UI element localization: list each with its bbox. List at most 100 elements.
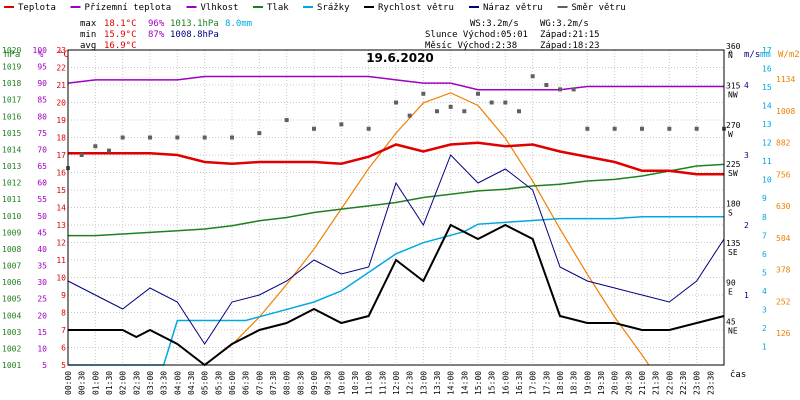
hpa-tick-label: 1003 — [2, 328, 21, 337]
temp-tick-label: 14 — [56, 204, 66, 213]
temp-tick-label: 17 — [56, 151, 66, 160]
mm-tick-label: 16 — [762, 65, 772, 74]
temp-tick-label: 21 — [56, 81, 66, 90]
time-tick-label: 18:30 — [570, 371, 579, 395]
pct-tick-label: 85 — [37, 96, 47, 105]
stat-min-hum: 87% — [148, 30, 165, 40]
mm-tick-label: 3 — [762, 305, 767, 314]
pct-tick-label: 25 — [37, 295, 47, 304]
pct-tick-label: 75 — [37, 129, 47, 138]
wind-dir-point — [339, 122, 344, 127]
time-tick-label: 17:00 — [529, 371, 538, 395]
info-block: WS:3.2m/s WG:3.2m/s Slunce Východ:05:01 … — [425, 19, 600, 51]
wm2-tick-label: 504 — [776, 234, 791, 243]
time-tick-label: 17:30 — [542, 371, 551, 395]
temp-tick-label: 19 — [56, 116, 66, 125]
temp-tick-label: 18 — [56, 134, 66, 143]
time-tick-label: 08:00 — [283, 371, 292, 395]
stat-avg-temp: 16.9°C — [104, 41, 137, 51]
time-tick-label: 06:30 — [242, 371, 251, 395]
wind-dir-point — [257, 131, 262, 136]
dir-tick-value: 135 — [726, 239, 741, 248]
axis-title-time: čas — [730, 369, 746, 380]
pct-tick-label: 35 — [37, 262, 47, 271]
time-tick-label: 15:30 — [488, 371, 497, 395]
time-tick-label: 08:30 — [296, 371, 305, 395]
mm-tick-label: 10 — [762, 176, 772, 185]
wind-dir-point — [640, 126, 644, 131]
hpa-tick-label: 1017 — [2, 96, 21, 105]
pressure-line — [68, 163, 725, 237]
wind-gust-line — [67, 154, 725, 345]
dir-tick-value: 315 — [726, 81, 741, 90]
wm2-tick-label: 630 — [776, 202, 791, 211]
time-tick-label: 01:00 — [91, 371, 100, 395]
time-tick-label: 02:30 — [132, 371, 141, 395]
time-tick-label: 06:00 — [228, 371, 237, 395]
wind-dir-point — [284, 118, 289, 122]
pct-tick-label: 40 — [37, 245, 47, 254]
pct-tick-label: 100 — [33, 46, 48, 55]
pct-tick-label: 65 — [37, 162, 47, 171]
temp-tick-label: 5 — [61, 361, 66, 370]
dir-tick-label: SW — [728, 169, 738, 178]
time-tick-label: 16:30 — [515, 371, 524, 395]
legend: Teplota Přízemní teplota Vlhkost Tlak Srážky… — [4, 3, 626, 13]
pct-tick-label: 95 — [37, 63, 47, 72]
info-moon-rise: Měsíc Východ:2:38 — [425, 41, 517, 51]
series-layer — [66, 74, 726, 367]
time-tick-label: 03:30 — [160, 371, 169, 395]
temperature-line — [68, 141, 724, 176]
stat-min-temp: 15.9°C — [104, 30, 137, 40]
info-sun-set: Západ:21:15 — [540, 30, 600, 40]
time-tick-label: 11:00 — [365, 371, 374, 395]
time-tick-label: 13:00 — [419, 371, 428, 395]
mm-tick-label: 7 — [762, 231, 767, 240]
stat-min-press: 1008.8hPa — [170, 30, 219, 40]
legend-label: Tlak — [267, 3, 289, 13]
ms-tick-label: 2 — [744, 221, 749, 230]
pct-tick-label: 80 — [37, 112, 47, 121]
wm2-tick-label: 882 — [776, 139, 791, 148]
wind-dir-point — [667, 126, 672, 131]
time-tick-label: 20:30 — [624, 371, 633, 395]
hpa-tick-label: 1001 — [2, 361, 21, 370]
legend-label: Rychlost větru — [378, 3, 454, 13]
stat-avg-label: avg — [80, 41, 96, 51]
dir-tick-value: 90 — [726, 278, 736, 287]
hpa-tick-label: 1013 — [2, 162, 21, 171]
time-tick-label: 10:30 — [351, 371, 360, 395]
wind-dir-point — [366, 126, 371, 131]
hpa-tick-label: 1004 — [2, 311, 21, 320]
wind-speed-line — [68, 223, 725, 367]
stat-max-rain: 8.0mm — [225, 19, 252, 29]
wind-dir-point — [489, 100, 494, 105]
mm-tick-label: 4 — [762, 287, 767, 296]
time-tick-label: 07:00 — [255, 371, 264, 395]
hpa-tick-label: 1009 — [2, 228, 21, 237]
mm-tick-label: 14 — [762, 102, 772, 111]
wind-dir-point — [79, 153, 84, 157]
axis-title-dir: ° — [728, 50, 733, 60]
wind-dir-point — [407, 113, 412, 118]
mm-tick-label: 11 — [762, 157, 772, 166]
time-tick-label: 18:00 — [556, 371, 565, 395]
time-tick-label: 21:00 — [638, 371, 647, 395]
info-sun-rise: Slunce Východ:05:01 — [425, 30, 528, 40]
wind-dir-point — [107, 148, 111, 153]
wind-dir-point — [421, 91, 426, 96]
info-ws: WS:3.2m/s — [470, 19, 519, 29]
temp-tick-label: 20 — [56, 99, 66, 108]
temp-tick-label: 10 — [56, 274, 66, 283]
stat-max-temp: 18.1°C — [104, 19, 137, 29]
axis-title-pct: % — [38, 50, 44, 60]
time-tick-label: 04:00 — [173, 371, 182, 395]
wm2-tick-label: 378 — [776, 266, 791, 275]
hpa-tick-label: 1016 — [2, 112, 21, 121]
info-wg: WG:3.2m/s — [540, 19, 589, 29]
hpa-tick-label: 1011 — [2, 195, 21, 204]
mm-tick-label: 17 — [762, 46, 772, 55]
dir-tick-label: NW — [728, 90, 738, 99]
temp-tick-label: 16 — [56, 169, 66, 178]
